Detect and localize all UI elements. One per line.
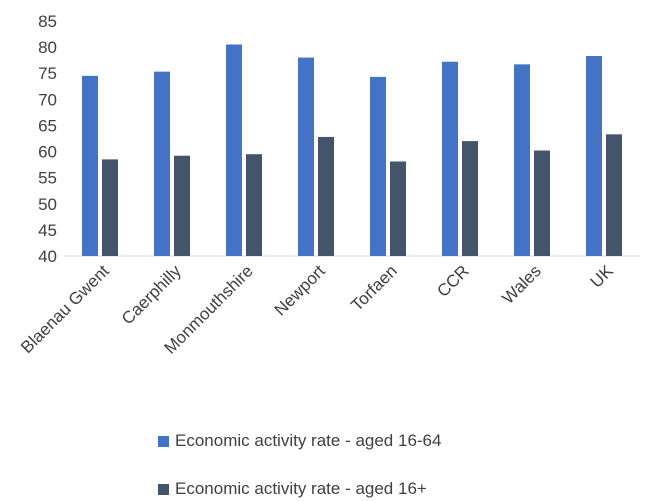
y-tick-label: 45 [38,221,57,240]
bars [82,44,622,257]
category-label: UK [587,261,618,292]
category-label: Newport [271,261,329,319]
y-tick-label: 80 [38,38,57,57]
y-tick-label: 50 [38,195,57,214]
bar-16-64 [514,64,530,256]
legend-item-16-64: Economic activity rate - aged 16-64 [158,431,441,451]
legend-swatch-16-plus [158,483,169,495]
category-label: CCR [433,261,472,300]
bar-16-plus [246,154,262,256]
bar-16-plus [102,159,118,256]
category-label: Caerphilly [118,261,185,328]
y-tick-label: 75 [38,64,57,83]
legend-swatch-16-64 [158,435,169,447]
bar-16-plus [318,136,334,256]
category-label: Wales [498,261,544,307]
bar-16-64 [442,61,458,256]
bar-16-64 [370,76,386,256]
y-tick-label: 85 [38,12,57,31]
y-tick-label: 70 [38,90,57,109]
y-axis-ticks: 40 45 50 55 60 65 70 75 80 85 [38,12,57,266]
category-label: Blaenau Gwent [17,261,113,357]
bar-16-plus [462,141,478,256]
bar-16-plus [390,161,406,256]
y-tick-label: 60 [38,143,57,162]
legend-item-16-plus: Economic activity rate - aged 16+ [158,479,427,499]
bar-16-plus [174,155,190,256]
bar-16-64 [586,55,602,256]
bar-16-64 [298,57,314,256]
bar-16-64 [226,44,242,256]
bar-16-64 [82,75,98,256]
category-label: Torfaen [347,261,401,315]
bar-16-plus [534,150,550,256]
bar-16-plus [606,134,622,256]
y-tick-label: 55 [38,169,57,188]
bar-chart: 40 45 50 55 60 65 70 75 80 85 Blaenau Gwent Caerph… [17,12,640,358]
y-tick-label: 40 [38,247,57,266]
y-tick-label: 65 [38,116,57,135]
bar-16-64 [154,71,170,257]
legend-label-16-plus: Economic activity rate - aged 16+ [175,479,427,498]
legend-label-16-64: Economic activity rate - aged 16-64 [175,431,442,450]
